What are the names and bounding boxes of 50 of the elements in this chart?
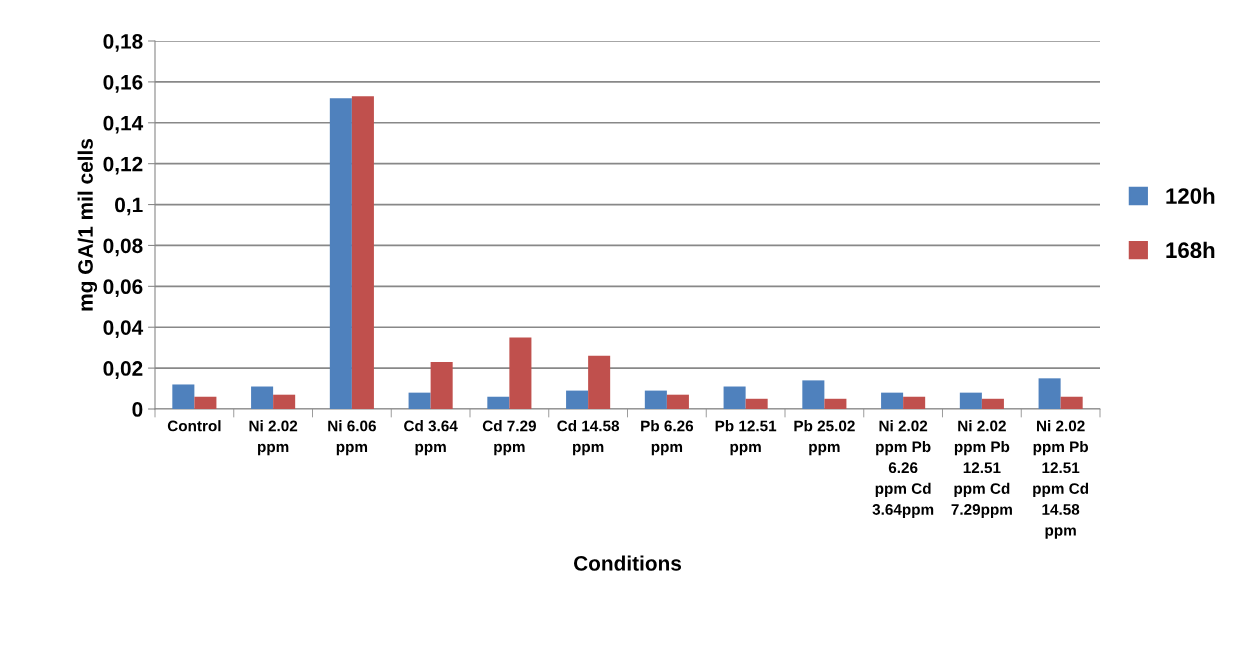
- y-tick-label: 0,04: [103, 320, 144, 338]
- y-axis-title: mg GA/1 mil cells: [77, 139, 98, 311]
- bar: [351, 96, 374, 409]
- bar: [981, 398, 1004, 409]
- x-tick-label: Pb 25.02 ppm: [794, 420, 855, 456]
- bar: [745, 398, 768, 409]
- bar: [430, 361, 453, 409]
- x-axis-title: Conditions: [573, 555, 682, 571]
- legend-label: 120h: [1166, 187, 1215, 204]
- x-tick-label: Cd 14.58 ppm: [557, 420, 620, 456]
- bar: [408, 392, 431, 409]
- bar: [509, 337, 532, 409]
- bar: [487, 396, 510, 409]
- y-tick-label: 0,1: [115, 197, 143, 216]
- bar: [273, 394, 296, 409]
- y-tick-label: 0,16: [103, 74, 143, 93]
- x-tick-label: Pb 6.26 ppm: [641, 420, 694, 456]
- bar: [802, 380, 825, 409]
- y-tick-label: 0,02: [103, 361, 143, 379]
- x-tick-label: Control: [167, 420, 221, 432]
- bar: [881, 392, 904, 409]
- bar: [903, 396, 926, 409]
- bar: [1060, 396, 1083, 409]
- x-tick-label: Ni 2.02 ppm Pb 6.26 ppm Cd 3.64ppm: [872, 420, 934, 518]
- x-tick-label: Ni 2.02 ppm: [249, 420, 298, 456]
- bar: [588, 355, 611, 409]
- x-tick-label: Cd 7.29 ppm: [482, 420, 536, 456]
- bar: [644, 390, 667, 409]
- legend-label: 168h: [1166, 241, 1215, 259]
- y-tick-label: 0,12: [103, 156, 143, 175]
- y-tick-label: 0,18: [103, 34, 143, 52]
- y-tick-label: 0,14: [103, 115, 144, 134]
- bar: [824, 398, 847, 409]
- bar: [566, 390, 589, 409]
- bar: [666, 394, 689, 409]
- x-tick-label: Pb 12.51 ppm: [715, 420, 777, 456]
- bar: [723, 386, 746, 409]
- bar: [1038, 378, 1061, 409]
- y-tick-label: 0,08: [103, 238, 143, 257]
- y-tick-label: 0: [132, 402, 143, 417]
- bar: [959, 392, 982, 409]
- bar: [172, 384, 195, 409]
- x-tick-label: Ni 6.06 ppm: [328, 420, 376, 456]
- bar: [251, 386, 274, 409]
- bar: [194, 396, 217, 409]
- x-tick-label: Cd 3.64 ppm: [404, 420, 458, 456]
- y-tick-label: 0,06: [103, 279, 143, 298]
- bar: [329, 98, 352, 409]
- x-tick-label: Ni 2.02 ppm Pb 12.51 ppm Cd 7.29ppm: [951, 420, 1012, 518]
- x-tick-label: Ni 2.02 ppm Pb 12.51 ppm Cd 14.58 ppm: [1033, 420, 1089, 539]
